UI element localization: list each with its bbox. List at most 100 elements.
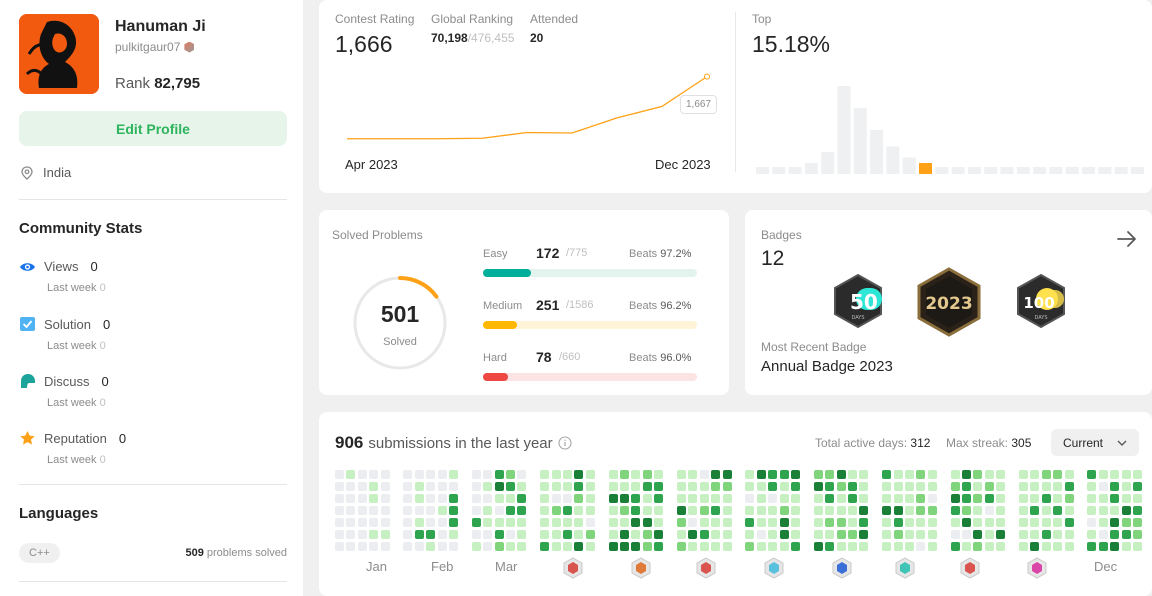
heatmap-cell[interactable] xyxy=(585,542,595,551)
heatmap-cell[interactable] xyxy=(1087,542,1097,551)
heatmap-cell[interactable] xyxy=(540,506,550,515)
heatmap-cell[interactable] xyxy=(859,470,869,479)
heatmap-cell[interactable] xyxy=(916,530,926,539)
heatmap-cell[interactable] xyxy=(848,506,857,515)
heatmap-cell[interactable] xyxy=(574,506,584,515)
heatmap-cell[interactable] xyxy=(756,506,766,515)
heatmap-cell[interactable] xyxy=(437,530,447,539)
heatmap-cell[interactable] xyxy=(984,530,994,539)
heatmap-cell[interactable] xyxy=(563,530,572,539)
heatmap-cell[interactable] xyxy=(608,518,618,527)
heatmap-cell[interactable] xyxy=(620,494,629,503)
heatmap-cell[interactable] xyxy=(825,494,835,503)
heatmap-cell[interactable] xyxy=(711,542,721,551)
heatmap-cell[interactable] xyxy=(335,518,344,527)
heatmap-cell[interactable] xyxy=(722,542,732,551)
heatmap-cell[interactable] xyxy=(1041,494,1051,503)
heatmap-cell[interactable] xyxy=(1053,518,1063,527)
heatmap-cell[interactable] xyxy=(1064,542,1074,551)
heatmap-cell[interactable] xyxy=(563,482,572,491)
heatmap-cell[interactable] xyxy=(642,494,652,503)
distribution-bar[interactable] xyxy=(967,167,981,174)
heatmap-cell[interactable] xyxy=(540,530,550,539)
avatar[interactable] xyxy=(19,14,99,94)
heatmap-cell[interactable] xyxy=(631,518,641,527)
heatmap-cell[interactable] xyxy=(1019,530,1028,539)
heatmap-cell[interactable] xyxy=(506,494,515,503)
heatmap-cell[interactable] xyxy=(335,530,344,539)
heatmap-cell[interactable] xyxy=(426,530,436,539)
heatmap-cell[interactable] xyxy=(1121,494,1131,503)
heatmap-cell[interactable] xyxy=(483,494,493,503)
heatmap-cell[interactable] xyxy=(631,482,641,491)
100-days-badge-icon[interactable]: 100 DAYS xyxy=(1013,273,1069,329)
heatmap-cell[interactable] xyxy=(688,518,698,527)
heatmap-cell[interactable] xyxy=(335,482,344,491)
heatmap-cell[interactable] xyxy=(756,482,766,491)
heatmap-cell[interactable] xyxy=(654,542,664,551)
heatmap-cell[interactable] xyxy=(449,506,458,515)
heatmap-cell[interactable] xyxy=(1041,482,1051,491)
monthly-badge-icon[interactable] xyxy=(832,557,852,584)
heatmap-cell[interactable] xyxy=(437,470,447,479)
heatmap-cell[interactable] xyxy=(927,506,937,515)
heatmap-cell[interactable] xyxy=(791,518,800,527)
heatmap-cell[interactable] xyxy=(1133,506,1142,515)
heatmap-cell[interactable] xyxy=(1030,518,1040,527)
distribution-bar[interactable] xyxy=(788,167,802,174)
heatmap-cell[interactable] xyxy=(984,506,994,515)
heatmap-cell[interactable] xyxy=(996,542,1006,551)
heatmap-cell[interactable] xyxy=(574,542,584,551)
heatmap-cell[interactable] xyxy=(608,542,618,551)
heatmap-cell[interactable] xyxy=(768,494,778,503)
heatmap-cell[interactable] xyxy=(608,506,618,515)
heatmap-cell[interactable] xyxy=(494,470,504,479)
heatmap-cell[interactable] xyxy=(483,506,493,515)
heatmap-cell[interactable] xyxy=(711,470,721,479)
heatmap-cell[interactable] xyxy=(620,542,629,551)
heatmap-cell[interactable] xyxy=(346,494,356,503)
heatmap-cell[interactable] xyxy=(517,518,527,527)
heatmap-cell[interactable] xyxy=(996,530,1006,539)
heatmap-cell[interactable] xyxy=(916,506,926,515)
heatmap-cell[interactable] xyxy=(745,506,755,515)
heatmap-cell[interactable] xyxy=(471,506,481,515)
heatmap-cell[interactable] xyxy=(825,482,835,491)
heatmap-cell[interactable] xyxy=(688,542,698,551)
heatmap-cell[interactable] xyxy=(836,494,846,503)
heatmap-cell[interactable] xyxy=(1098,482,1108,491)
heatmap-cell[interactable] xyxy=(471,518,481,527)
heatmap-cell[interactable] xyxy=(927,494,937,503)
heatmap-cell[interactable] xyxy=(973,482,983,491)
heatmap-cell[interactable] xyxy=(517,530,527,539)
heatmap-cell[interactable] xyxy=(608,494,618,503)
heatmap-cell[interactable] xyxy=(859,518,869,527)
heatmap-cell[interactable] xyxy=(414,470,424,479)
heatmap-cell[interactable] xyxy=(346,530,356,539)
heatmap-cell[interactable] xyxy=(483,530,493,539)
heatmap-cell[interactable] xyxy=(437,542,447,551)
heatmap-cell[interactable] xyxy=(711,530,721,539)
heatmap-cell[interactable] xyxy=(1133,470,1142,479)
heatmap-cell[interactable] xyxy=(1098,494,1108,503)
distribution-bar[interactable] xyxy=(1130,167,1144,174)
distribution-bar[interactable] xyxy=(837,86,851,174)
heatmap-cell[interactable] xyxy=(369,470,379,479)
heatmap-cell[interactable] xyxy=(1019,482,1028,491)
rating-distribution-chart[interactable] xyxy=(752,76,1152,176)
heatmap-cell[interactable] xyxy=(950,482,960,491)
heatmap-cell[interactable] xyxy=(791,506,800,515)
heatmap-cell[interactable] xyxy=(563,542,572,551)
heatmap-cell[interactable] xyxy=(699,530,709,539)
heatmap-cell[interactable] xyxy=(882,506,892,515)
distribution-bar[interactable] xyxy=(984,167,998,174)
heatmap-cell[interactable] xyxy=(426,542,436,551)
heatmap-cell[interactable] xyxy=(631,530,641,539)
heatmap-cell[interactable] xyxy=(380,482,390,491)
heatmap-cell[interactable] xyxy=(357,542,367,551)
heatmap-cell[interactable] xyxy=(996,506,1006,515)
heatmap-cell[interactable] xyxy=(1087,518,1097,527)
heatmap-cell[interactable] xyxy=(973,518,983,527)
heatmap-cell[interactable] xyxy=(642,482,652,491)
heatmap-cell[interactable] xyxy=(494,518,504,527)
